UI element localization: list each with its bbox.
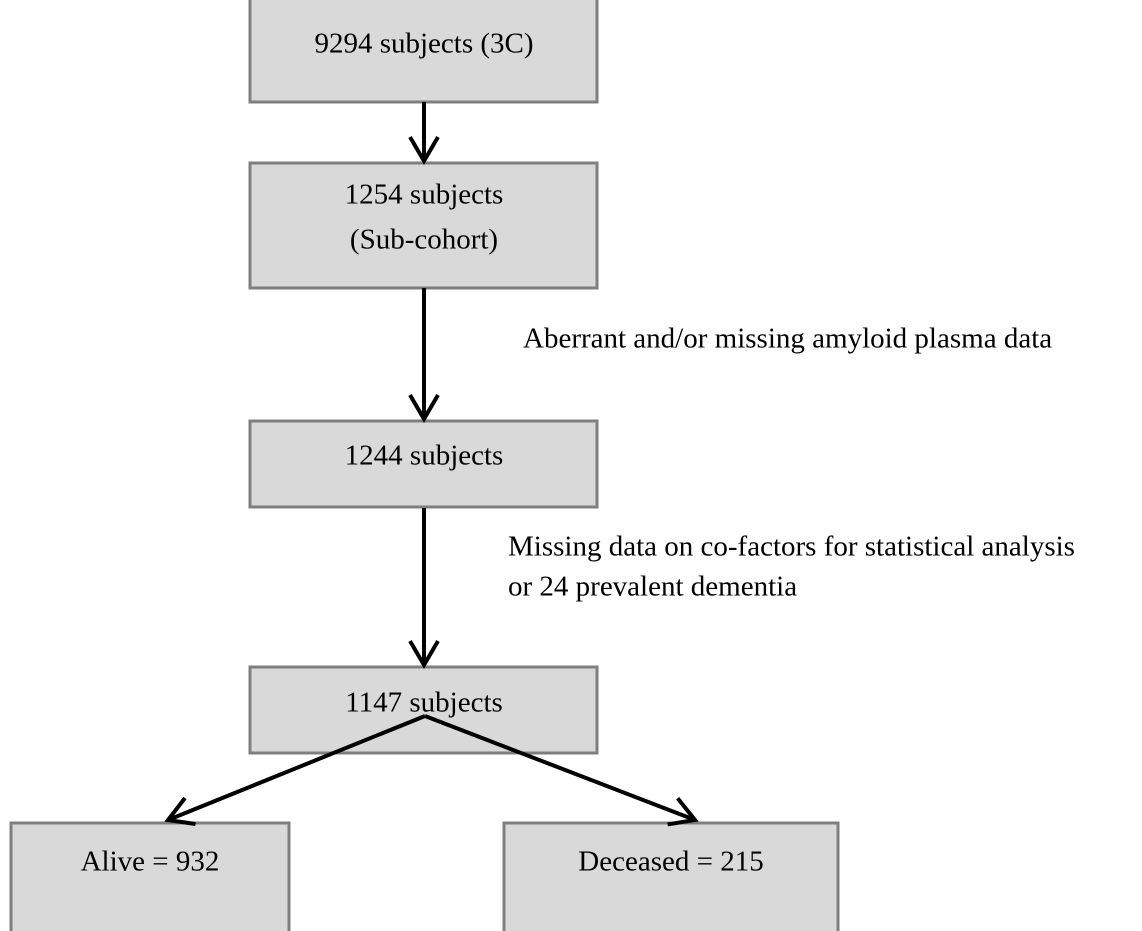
node-label: 1254 subjects xyxy=(345,179,504,211)
node-label: 9294 subjects (3C) xyxy=(314,28,533,60)
node-label: Deceased = 215 xyxy=(578,846,763,878)
box xyxy=(248,0,599,104)
arrow xyxy=(164,714,426,826)
node-label: 1147 subjects xyxy=(345,687,503,719)
node-label: 1244 subjects xyxy=(345,440,504,472)
box xyxy=(248,419,599,509)
box xyxy=(248,161,599,290)
box xyxy=(9,821,291,931)
node-label: (Sub-cohort) xyxy=(350,224,498,256)
annotation: or 24 prevalent dementia xyxy=(508,571,797,603)
annotation: Missing data on co-factors for statistic… xyxy=(508,531,1075,563)
arrow xyxy=(424,714,699,827)
node-label: Alive = 932 xyxy=(81,846,220,878)
annotation: Aberrant and/or missing amyloid plasma d… xyxy=(523,323,1052,355)
